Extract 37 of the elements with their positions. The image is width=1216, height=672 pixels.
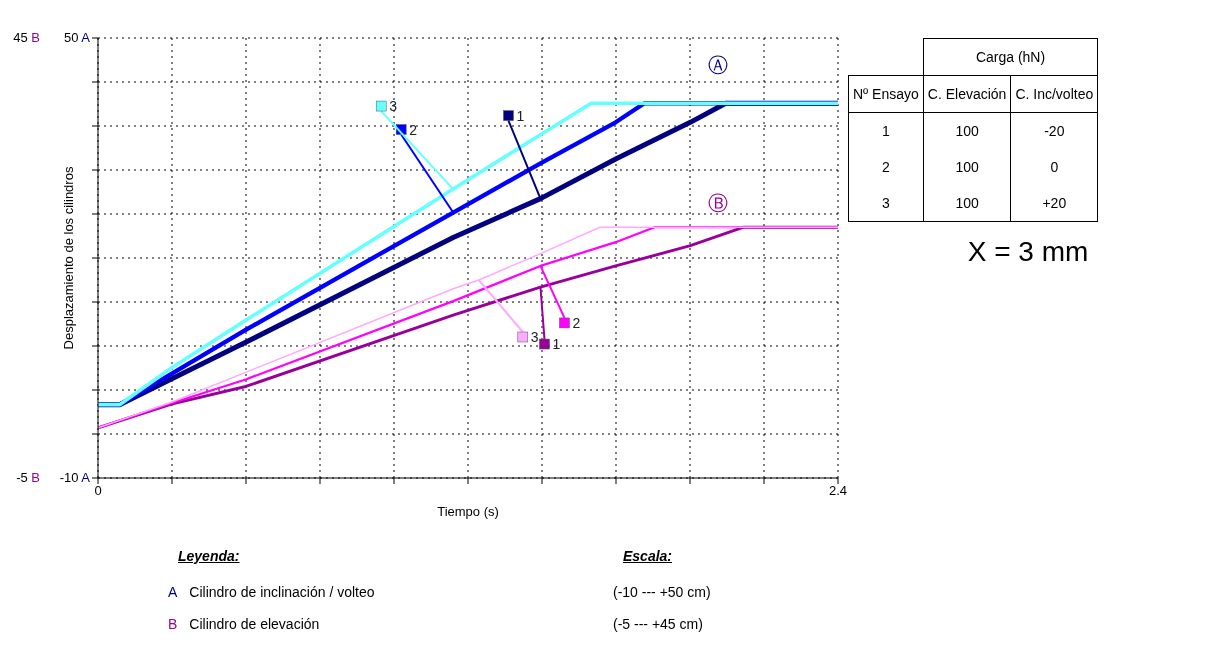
text: C. Inc/volteo [1010, 75, 1098, 113]
text: (-5 --- +45 cm) [613, 616, 703, 632]
text: Escala: [623, 548, 673, 564]
y2-tick-label: 45 B [13, 30, 40, 45]
y-tick-label: 50 A [63, 30, 91, 45]
text: Nº Ensayo [848, 75, 924, 113]
legend-label: 1 [516, 107, 525, 124]
text: B [168, 616, 178, 632]
text: -20 [1010, 112, 1098, 149]
text: 1 [848, 112, 924, 149]
text: 2 [848, 149, 924, 185]
text: A [168, 584, 178, 600]
legend-label: 1 [552, 336, 561, 353]
text: 100 [923, 185, 1011, 222]
annotation: Ⓑ [708, 191, 728, 216]
text: 3 [848, 185, 924, 222]
text: Cilindro de elevación [189, 616, 320, 632]
y-axis-title: Desplazamiento de los cilindros [60, 166, 76, 350]
text: 100 [923, 149, 1011, 185]
text: +20 [1010, 185, 1098, 222]
legend-label: 3 [530, 329, 539, 345]
legend-label: 2 [572, 314, 581, 331]
legend-label: 3 [389, 98, 398, 115]
text: Cilindro de inclinación / volteo [189, 584, 375, 600]
y-tick-label: -10 A [59, 470, 91, 485]
x-axis-title: Tiempo (s) [437, 504, 499, 519]
text: Leyenda: [178, 548, 240, 564]
x-tick-label: 2.4 [828, 483, 848, 499]
annotation: Ⓐ [708, 53, 728, 78]
text: (-10 --- +50 cm) [613, 584, 711, 600]
text: C. Elevación [923, 75, 1011, 113]
text: X = 3 mm [966, 236, 1090, 268]
text: 100 [923, 112, 1011, 149]
legend-label: 2 [409, 121, 418, 138]
text: Carga (hN) [923, 38, 1098, 76]
y2-tick-label: -5 B [16, 470, 40, 485]
text: 0 [1010, 149, 1098, 185]
